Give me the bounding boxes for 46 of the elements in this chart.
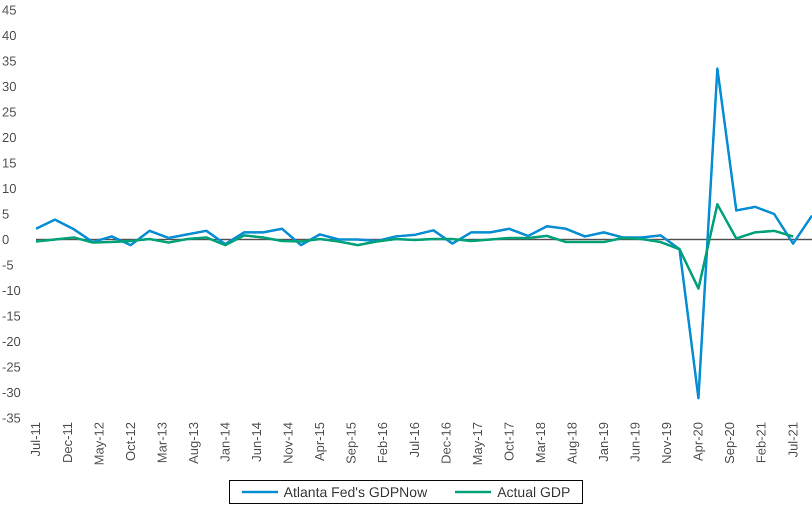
y-tick-label: 40: [2, 28, 16, 44]
x-tick-label: Dec-11: [60, 422, 75, 463]
y-tick-label: 0: [2, 232, 10, 248]
x-tick-label: Mar-13: [154, 422, 170, 464]
y-tick-label: -25: [2, 360, 21, 375]
y-tick-label: 35: [2, 54, 16, 69]
y-tick-label: -10: [2, 283, 21, 298]
y-tick-label: -20: [2, 334, 21, 350]
y-tick-label: -35: [2, 410, 21, 426]
x-tick-label: May-12: [91, 422, 106, 466]
x-tick-label: Nov-19: [659, 422, 674, 464]
y-tick-label: -15: [2, 308, 21, 324]
x-tick-label: Sep-15: [344, 422, 359, 464]
y-tick-label: 15: [2, 156, 16, 171]
line-series: [36, 203, 794, 290]
y-tick-label: -5: [2, 258, 14, 273]
x-tick-label: Dec-16: [438, 422, 454, 464]
y-tick-label: 25: [2, 104, 16, 120]
x-tick-label: Jun-14: [249, 422, 264, 462]
y-tick-label: 45: [2, 2, 16, 18]
x-tick-label: Jun-19: [628, 422, 643, 462]
x-tick-label: Nov-14: [280, 422, 296, 464]
x-tick-label: Oct-12: [122, 422, 138, 462]
x-tick-label: Aug-13: [186, 422, 201, 464]
x-tick-label: Feb-21: [754, 422, 769, 464]
y-tick-label: -30: [2, 385, 21, 400]
x-tick-label: Aug-18: [564, 422, 580, 464]
x-tick-label: Oct-17: [501, 422, 516, 462]
line-series: [36, 67, 812, 400]
x-tick-label: Jan-14: [218, 422, 232, 462]
y-tick-label: 30: [2, 79, 16, 94]
x-tick-label: Jul-11: [28, 422, 44, 456]
x-tick-label: Apr-20: [690, 422, 706, 462]
x-tick-label: May-17: [470, 422, 485, 466]
y-tick-label: 5: [2, 206, 10, 222]
y-tick-label: 20: [2, 130, 16, 146]
x-tick-label: Sep-20: [722, 422, 738, 464]
x-tick-label: Feb-16: [375, 422, 390, 464]
legend-label: Atlanta Fed's GDPNow: [284, 484, 428, 500]
y-tick-label: 10: [2, 181, 16, 196]
x-tick-label: Jul-21: [785, 422, 800, 458]
x-tick-label: Jul-16: [406, 422, 422, 458]
legend-label: Actual GDP: [497, 484, 570, 500]
x-tick-label: Jan-19: [596, 422, 612, 462]
x-tick-label: Apr-15: [312, 422, 328, 462]
x-tick-label: Mar-18: [532, 422, 548, 464]
